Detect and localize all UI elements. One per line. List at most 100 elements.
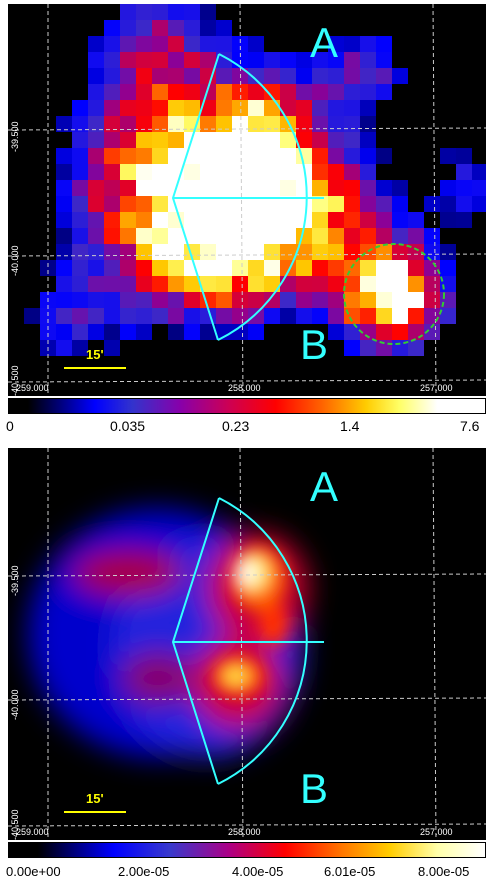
map-pixel <box>152 20 168 36</box>
map-pixel <box>200 68 216 84</box>
map-pixel <box>296 148 312 164</box>
map-pixel <box>344 52 360 68</box>
map-pixel <box>72 292 88 308</box>
map-pixel <box>152 68 168 84</box>
map-pixel <box>424 228 440 244</box>
cbar-top-tick-4: 1.4 <box>340 418 360 434</box>
map-pixel <box>200 276 216 292</box>
map-pixel <box>168 308 184 324</box>
map-pixel <box>104 324 120 340</box>
map-pixel <box>56 260 72 276</box>
map-pixel <box>136 132 152 148</box>
map-pixel <box>360 148 376 164</box>
map-pixel <box>360 324 376 340</box>
map-pixel <box>120 100 136 116</box>
map-pixel <box>296 292 312 308</box>
map-pixel <box>392 68 408 84</box>
counts-colorbar <box>8 398 486 414</box>
counts-map-image <box>8 4 486 396</box>
analysis-region-sector <box>171 497 324 785</box>
map-pixel <box>56 276 72 292</box>
map-pixel <box>408 276 424 292</box>
map-pixel <box>344 244 360 260</box>
map-pixel <box>216 164 232 180</box>
map-pixel <box>344 228 360 244</box>
map-pixel <box>104 164 120 180</box>
dec-tick-2: -40.000 <box>10 245 20 276</box>
map-pixel <box>184 228 200 244</box>
map-pixel <box>168 100 184 116</box>
map-pixel <box>424 276 440 292</box>
map-pixel <box>88 212 104 228</box>
ra-tick-3: 257.000 <box>420 383 453 393</box>
map-pixel <box>328 228 344 244</box>
map-pixel <box>216 308 232 324</box>
map-pixel <box>280 132 296 148</box>
map-pixel <box>232 68 248 84</box>
map-pixel <box>168 68 184 84</box>
map-pixel <box>280 68 296 84</box>
map-pixel <box>120 116 136 132</box>
map-pixel <box>248 116 264 132</box>
map-pixel <box>344 84 360 100</box>
dec-tick-1: -39.500 <box>10 121 20 152</box>
map-pixel <box>120 276 136 292</box>
map-pixel <box>376 228 392 244</box>
map-pixel <box>104 292 120 308</box>
map-pixel <box>120 84 136 100</box>
map-pixel <box>88 228 104 244</box>
map-pixel <box>136 308 152 324</box>
map-pixel <box>440 212 456 228</box>
cbar-bottom-tick-3: 4.00e-05 <box>232 864 284 879</box>
map-pixel <box>88 244 104 260</box>
map-pixel <box>312 228 328 244</box>
map-pixel <box>280 148 296 164</box>
map-pixel <box>296 52 312 68</box>
map-pixel <box>152 132 168 148</box>
map-pixel <box>136 244 152 260</box>
map-pixel <box>248 244 264 260</box>
map-pixel <box>248 324 264 340</box>
map-pixel <box>184 100 200 116</box>
map-pixel <box>248 36 264 52</box>
map-pixel <box>216 52 232 68</box>
dec-tick-2: -40.000 <box>10 689 20 720</box>
map-pixel <box>264 116 280 132</box>
map-pixel <box>40 260 56 276</box>
map-pixel <box>184 292 200 308</box>
map-pixel <box>312 244 328 260</box>
map-pixel <box>312 116 328 132</box>
map-pixel <box>200 212 216 228</box>
map-pixel <box>328 180 344 196</box>
cbar-bottom-tick-1: 0.00e+00 <box>6 864 61 879</box>
map-pixel <box>232 244 248 260</box>
map-pixel <box>264 276 280 292</box>
map-pixel <box>120 196 136 212</box>
map-pixel <box>248 308 264 324</box>
map-pixel <box>472 196 486 212</box>
map-pixel <box>280 308 296 324</box>
map-pixel <box>168 196 184 212</box>
map-pixel <box>264 212 280 228</box>
map-pixel <box>392 276 408 292</box>
map-pixel <box>264 308 280 324</box>
map-pixel <box>88 52 104 68</box>
map-pixel <box>168 228 184 244</box>
map-pixel <box>120 180 136 196</box>
map-pixel <box>328 212 344 228</box>
map-pixel <box>232 148 248 164</box>
map-pixel <box>88 100 104 116</box>
map-pixel <box>408 324 424 340</box>
map-pixel <box>296 244 312 260</box>
map-pixel <box>264 148 280 164</box>
map-pixel <box>328 164 344 180</box>
map-pixel <box>376 212 392 228</box>
map-pixel <box>248 164 264 180</box>
map-pixel <box>232 292 248 308</box>
map-pixel <box>392 324 408 340</box>
map-pixel <box>264 100 280 116</box>
map-pixel <box>104 36 120 52</box>
map-pixel <box>152 212 168 228</box>
map-pixel <box>392 244 408 260</box>
map-pixel <box>152 116 168 132</box>
